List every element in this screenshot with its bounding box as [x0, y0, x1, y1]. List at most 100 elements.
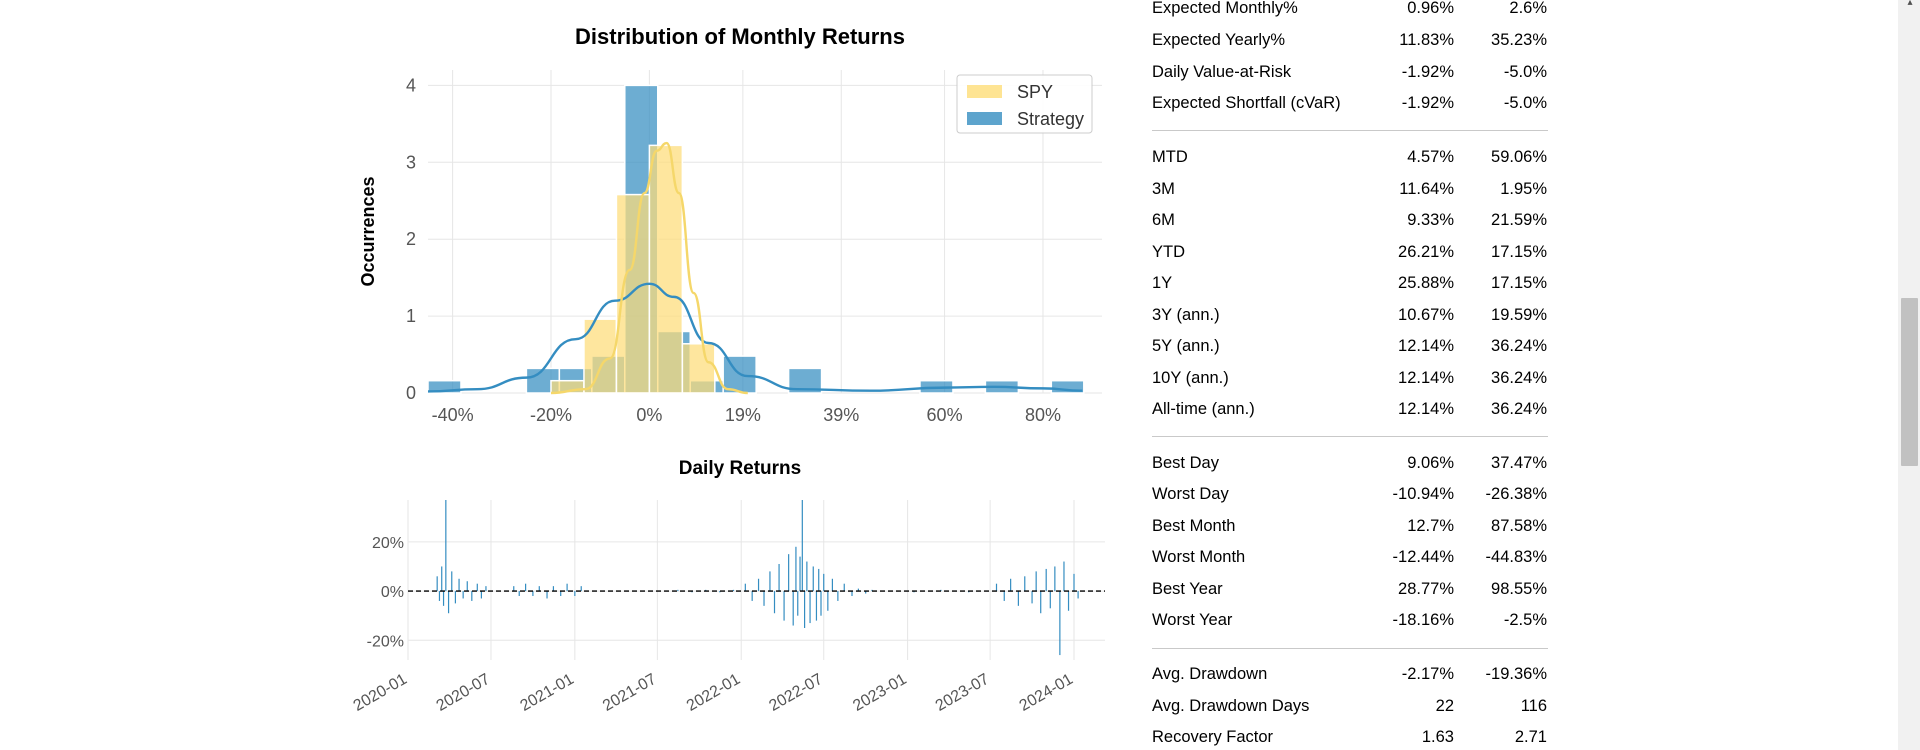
y-tick-label: 1 [406, 306, 416, 326]
metric-row: Avg. Drawdown Days 22 116 [1150, 697, 1550, 717]
x-tick-label: 2020-01 [351, 671, 410, 715]
metric-strategy-value: 11.83% [1399, 31, 1454, 49]
metric-row: 6M 9.33% 21.59% [1150, 211, 1550, 231]
metric-strategy-value: 12.7% [1407, 517, 1454, 535]
section-divider [1152, 648, 1548, 649]
metric-label: All-time (ann.) [1152, 400, 1255, 418]
metric-strategy-value: 12.14% [1398, 337, 1454, 355]
legend-swatch-spy [967, 85, 1002, 98]
metric-label: Best Day [1152, 454, 1219, 472]
metric-label: Best Month [1152, 517, 1236, 535]
metric-label: YTD [1152, 243, 1185, 261]
metric-strategy-value: -2.17% [1401, 665, 1454, 683]
metric-benchmark-value: 19.59% [1491, 306, 1547, 324]
metric-benchmark-value: 2.6% [1509, 0, 1547, 17]
metric-strategy-value: 9.06% [1407, 454, 1454, 472]
metric-benchmark-value: 17.15% [1491, 274, 1547, 292]
metric-row: Expected Monthly% 0.96% 2.6% [1150, 0, 1550, 19]
metric-row: Daily Value-at-Risk -1.92% -5.0% [1150, 63, 1550, 83]
metric-benchmark-value: 36.24% [1491, 369, 1547, 387]
y-tick-label: 4 [406, 75, 416, 95]
metric-strategy-value: -1.92% [1401, 94, 1454, 112]
metric-label: Expected Yearly% [1152, 31, 1286, 49]
x-tick-label: 2020-07 [434, 671, 493, 715]
metric-strategy-value: 0.96% [1407, 0, 1454, 17]
metric-strategy-value: 25.88% [1398, 274, 1454, 292]
metric-benchmark-value: 36.24% [1491, 400, 1547, 418]
daily-returns-title: Daily Returns [678, 458, 802, 479]
x-tick-label: 19% [725, 405, 761, 425]
metric-label: Avg. Drawdown Days [1152, 697, 1310, 715]
metric-row: Best Year 28.77% 98.55% [1150, 580, 1550, 600]
metric-strategy-value: -18.16% [1392, 611, 1454, 629]
x-tick-label: 2021-07 [600, 671, 659, 715]
metric-benchmark-value: -26.38% [1485, 485, 1547, 503]
metric-strategy-value: 10.67% [1398, 306, 1454, 324]
metric-label: Worst Day [1152, 485, 1229, 503]
y-tick-label: 20% [372, 535, 404, 552]
metric-row: Best Day 9.06% 37.47% [1150, 454, 1550, 474]
y-axis-label: Occurrences [358, 176, 378, 286]
x-tick-label: 2022-01 [684, 671, 743, 715]
metric-benchmark-value: 2.71 [1514, 728, 1547, 746]
metric-label: Expected Monthly% [1152, 0, 1298, 17]
legend-label: Strategy [1017, 109, 1084, 129]
x-tick-label: 2021-01 [517, 671, 576, 715]
metric-benchmark-value: 98.55% [1491, 580, 1547, 598]
metric-row: 1Y 25.88% 17.15% [1150, 274, 1550, 294]
metric-label: Best Year [1152, 580, 1223, 598]
metric-benchmark-value: 59.06% [1491, 148, 1547, 166]
metric-benchmark-value: 21.59% [1491, 211, 1547, 229]
metric-benchmark-value: -2.5% [1503, 611, 1547, 629]
metric-row: Worst Year -18.16% -2.5% [1150, 611, 1550, 631]
metric-label: Daily Value-at-Risk [1152, 63, 1292, 81]
metric-row: Expected Yearly% 11.83% 35.23% [1150, 31, 1550, 51]
metric-strategy-value: -1.92% [1401, 63, 1454, 81]
metric-strategy-value: -10.94% [1392, 485, 1454, 503]
x-tick-label: 39% [823, 405, 859, 425]
metric-label: Recovery Factor [1152, 728, 1274, 746]
y-tick-label: 0% [381, 584, 404, 601]
x-tick-label: 2024-01 [1017, 671, 1076, 715]
spy-bar [681, 343, 716, 394]
scroll-up-arrow-icon[interactable]: ▴ [1907, 0, 1913, 8]
x-tick-label: 2023-07 [933, 671, 992, 715]
metric-row: YTD 26.21% 17.15% [1150, 243, 1550, 263]
spy-bar [648, 144, 684, 394]
metric-benchmark-value: 116 [1520, 697, 1547, 715]
metric-benchmark-value: 17.15% [1491, 243, 1547, 261]
scrollbar-thumb[interactable] [1901, 298, 1918, 466]
metric-label: Worst Month [1152, 548, 1246, 566]
metric-strategy-value: -12.44% [1392, 548, 1454, 566]
strategy-kde-line [427, 282, 1083, 393]
metric-strategy-value: 12.14% [1398, 400, 1454, 418]
metric-strategy-value: 9.33% [1407, 211, 1454, 229]
metric-label: 1Y [1152, 274, 1173, 292]
metric-row: Avg. Drawdown -2.17% -19.36% [1150, 665, 1550, 685]
metric-benchmark-value: -5.0% [1503, 63, 1547, 81]
metric-strategy-value: 4.57% [1407, 148, 1454, 166]
metric-benchmark-value: 35.23% [1491, 31, 1547, 49]
x-tick-label: -20% [530, 405, 572, 425]
metric-benchmark-value: -5.0% [1503, 94, 1547, 112]
metric-label: Worst Year [1152, 611, 1233, 629]
metric-row: Best Month 12.7% 87.58% [1150, 517, 1550, 537]
metric-label: 5Y (ann.) [1152, 337, 1220, 355]
metric-benchmark-value: 1.95% [1500, 180, 1547, 198]
histogram-title: Distribution of Monthly Returns [575, 24, 905, 49]
metric-label: Expected Shortfall (cVaR) [1152, 94, 1341, 112]
x-tick-label: 0% [636, 405, 662, 425]
metric-row: Worst Month -12.44% -44.83% [1150, 548, 1550, 568]
metric-strategy-value: 12.14% [1398, 369, 1454, 387]
metric-row: 3Y (ann.) 10.67% 19.59% [1150, 306, 1550, 326]
metric-strategy-value: 11.64% [1399, 180, 1454, 198]
metric-row: 3M 11.64% 1.95% [1150, 180, 1550, 200]
metric-row: 10Y (ann.) 12.14% 36.24% [1150, 369, 1550, 389]
monthly-returns-histogram: 0 1 2 3 4 -40% -20% 0% 19% 39% 60% 80% Occurrences SP… [358, 70, 1102, 425]
y-tick-label: 2 [406, 229, 416, 249]
metric-label: MTD [1152, 148, 1188, 166]
metric-benchmark-value: 37.47% [1491, 454, 1547, 472]
section-divider [1152, 436, 1548, 437]
y-tick-label: 0 [406, 383, 416, 403]
